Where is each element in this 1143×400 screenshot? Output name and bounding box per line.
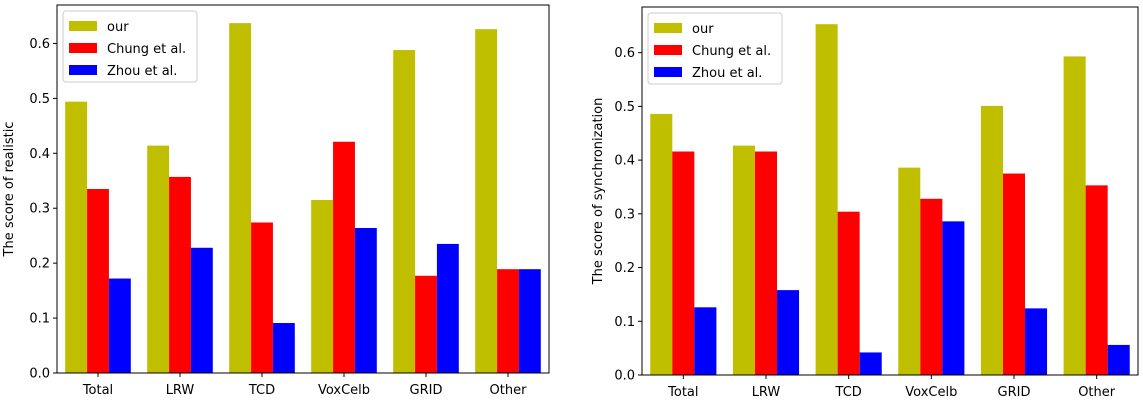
y-tick-label: 0.6 [29,37,50,52]
legend: our Chung et al. Zhou et al. [62,10,198,83]
bar-chung-et-al-other [1085,185,1108,375]
bar-zhou-et-al-total [108,278,131,373]
bar-our-lrw [147,145,170,373]
bar-our-total [65,101,88,374]
bar-zhou-et-al-lrw [777,290,800,375]
bar-chung-et-al-voxcelb [333,141,355,373]
y-axis-label: The score of realistic [2,122,17,258]
bar-our-voxcelb [898,167,921,375]
legend-label: Zhou et al. [107,64,177,79]
bar-zhou-et-al-total [694,307,717,375]
bar-our-grid [393,50,416,373]
bar-zhou-et-al-other [1107,344,1130,375]
bar-chung-et-al-lrw [169,176,191,373]
x-tick-label: Total [667,385,698,400]
y-tick-label: 0.1 [614,315,635,330]
bar-our-tcd [229,23,252,373]
legend-label: Chung et al. [107,42,186,57]
x-tick-label: VoxCelb [905,385,957,400]
y-tick-label: 0.0 [29,367,50,382]
y-axis-label: The score of synchronization [591,98,606,286]
legend: our Chung et al. Zhou et al. [647,12,783,85]
legend-swatch [654,23,682,33]
bar-our-grid [980,105,1003,375]
bar-zhou-et-al-tcd [272,323,295,373]
y-tick-label: 0.5 [29,92,50,107]
bar-chung-et-al-other [497,269,519,373]
bar-chung-et-al-voxcelb [920,198,943,375]
x-tick-label: Total [82,383,113,398]
legend-swatch [69,43,97,53]
y-tick-label: 0.6 [614,46,635,61]
y-tick-label: 0.2 [29,257,50,272]
y-tick-label: 0.2 [614,261,635,276]
synchronization-score-chart: 0.0 0.1 0.2 0.3 0.4 0.5 0.6 Total LRW TCD VoxCelb G… [591,6,1139,400]
legend-swatch [69,65,97,75]
y-tick-label: 0.4 [614,154,635,169]
y-tick-label: 0.1 [29,312,50,327]
bar-our-other [475,29,498,373]
realistic-score-chart: 0.0 0.1 0.2 0.3 0.4 0.5 0.6 Total LRW TCD VoxCelb G… [2,4,550,398]
x-tick-label: LRW [166,383,195,398]
bar-zhou-et-al-voxcelb [942,221,965,375]
y-tick-label: 0.0 [614,369,635,384]
bar-zhou-et-al-voxcelb [354,228,377,373]
legend-swatch [654,67,682,77]
bar-zhou-et-al-grid [436,243,459,373]
bar-chung-et-al-tcd [837,211,860,375]
bar-chung-et-al-grid [1002,173,1026,375]
bar-zhou-et-al-lrw [190,247,213,373]
x-tick-label: GRID [410,383,443,398]
bar-our-other [1063,56,1086,376]
bar-chung-et-al-total [672,151,695,375]
bar-chung-et-al-lrw [754,151,778,375]
bar-our-tcd [815,24,838,375]
bar-chung-et-al-tcd [251,222,273,373]
bar-chung-et-al-grid [415,275,437,373]
bar-our-lrw [732,145,755,375]
x-tick-label: TCD [835,385,862,400]
legend-label: Zhou et al. [692,66,762,81]
y-tick-label: 0.3 [614,207,635,222]
x-tick-label: TCD [248,383,275,398]
x-tick-label: VoxCelb [318,383,370,398]
legend-label: our [107,20,129,35]
legend-swatch [654,45,682,55]
legend-label: our [692,22,714,37]
bar-our-total [650,113,673,375]
plot-frame [56,4,550,374]
bar-chung-et-al-total [87,189,109,373]
bar-zhou-et-al-grid [1025,308,1048,375]
bar-zhou-et-al-tcd [859,352,882,375]
x-tick-label: LRW [752,385,781,400]
plot-frame [641,6,1139,376]
y-tick-label: 0.4 [29,147,50,162]
x-tick-label: GRID [998,385,1031,400]
y-tick-label: 0.5 [614,100,635,115]
bar-our-voxcelb [311,199,334,373]
legend-swatch [69,21,97,31]
x-tick-label: Other [1078,385,1116,400]
legend-label: Chung et al. [692,44,771,59]
bar-zhou-et-al-other [518,269,541,373]
y-tick-label: 0.3 [29,202,50,217]
x-tick-label: Other [490,383,528,398]
